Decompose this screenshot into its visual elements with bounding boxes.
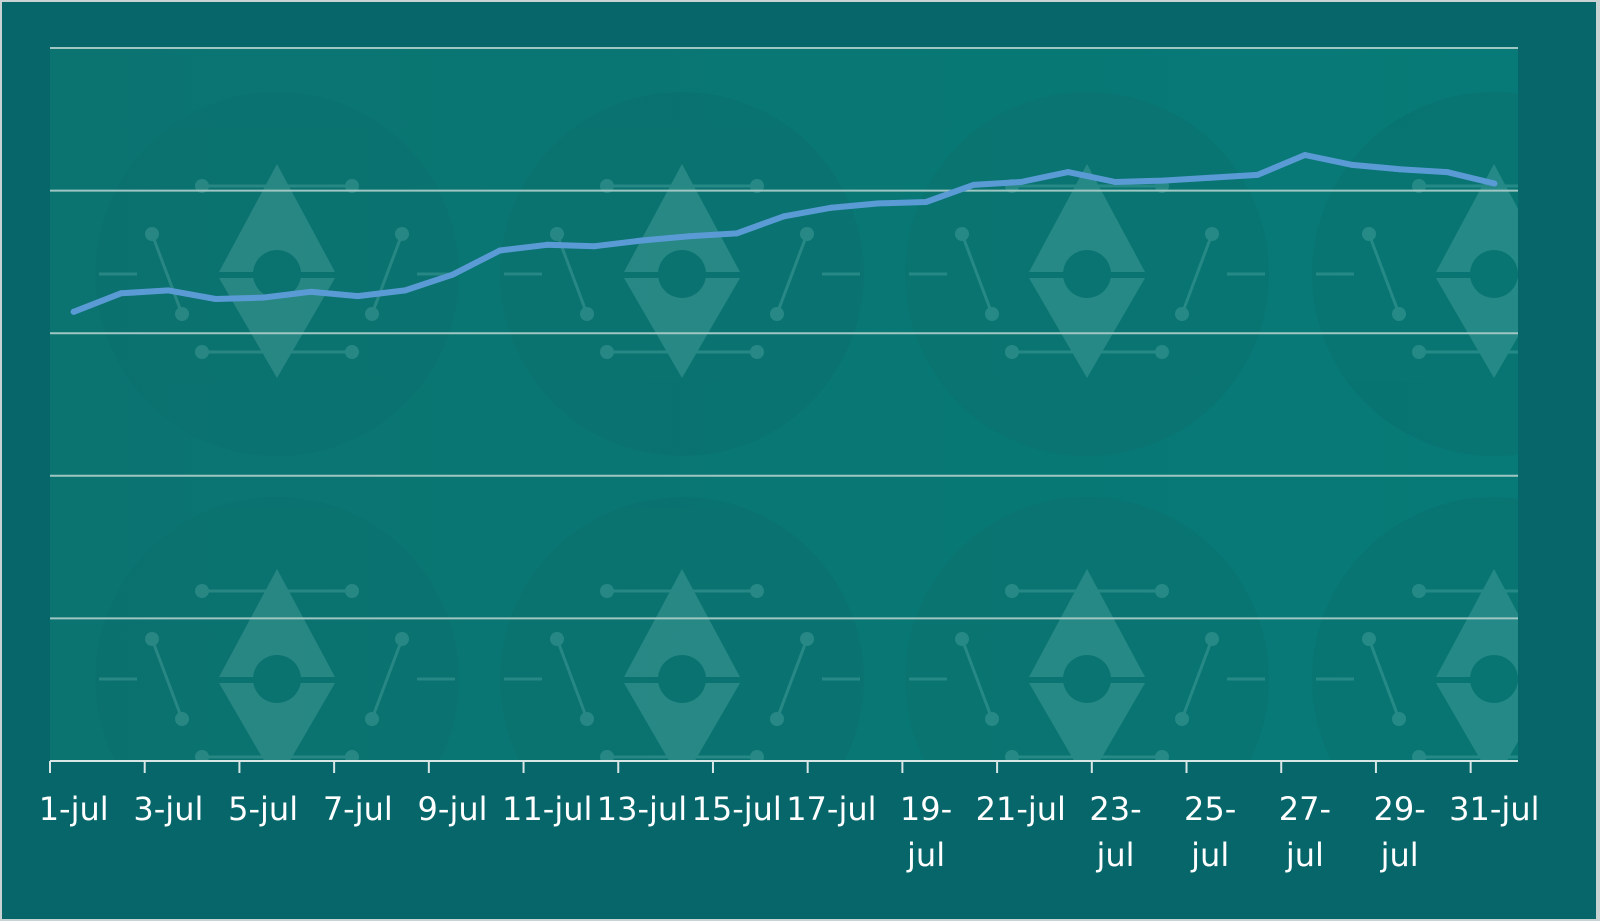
x-tick-label: 5-jul — [228, 790, 298, 828]
data-point — [1443, 169, 1450, 176]
data-point — [496, 247, 503, 254]
data-point — [544, 241, 551, 248]
data-point — [1065, 169, 1072, 176]
x-tick-label: 15-jul — [691, 790, 781, 828]
data-point — [1207, 174, 1214, 181]
data-point — [118, 290, 125, 297]
data-point — [1349, 161, 1356, 168]
data-point — [307, 288, 314, 295]
gridlines — [50, 47, 1518, 620]
x-tick-label: 29-jul — [1373, 790, 1425, 874]
x-tick-label: 23-jul — [1089, 790, 1141, 874]
watermark-emblem-icon — [905, 497, 1269, 761]
x-tick-label: 21-jul — [976, 790, 1066, 828]
watermark-layer — [95, 92, 1518, 761]
watermark-emblem-icon — [500, 497, 864, 761]
data-point — [686, 233, 693, 240]
watermark-emblem-icon — [95, 92, 459, 456]
data-point — [638, 237, 645, 244]
x-tick-label: 9-jul — [418, 790, 488, 828]
data-point — [591, 243, 598, 250]
data-point — [781, 213, 787, 220]
x-tick-label: 31-jul — [1449, 790, 1539, 828]
watermark-emblem-icon — [1312, 497, 1518, 761]
data-point — [828, 204, 835, 211]
data-point — [354, 293, 361, 300]
data-point — [1396, 166, 1403, 173]
data-point — [1159, 177, 1166, 184]
x-tick-label: 11-jul — [502, 790, 592, 828]
x-tick-label: 1-jul — [39, 790, 109, 828]
x-tick-label: 17-jul — [786, 790, 876, 828]
x-tick-label: 27-jul — [1279, 790, 1331, 874]
x-tick-label: 3-jul — [133, 790, 203, 828]
data-point — [1112, 179, 1119, 186]
watermark-emblem-icon — [95, 497, 459, 761]
data-point — [970, 181, 977, 188]
data-point — [212, 295, 219, 302]
x-tick-label: 25-jul — [1184, 790, 1236, 874]
data-point — [733, 230, 740, 237]
x-tick-label: 19-jul — [900, 790, 952, 874]
data-point — [1254, 171, 1261, 178]
data-point — [923, 199, 930, 206]
series-layer — [70, 151, 1498, 315]
x-tick-label: 13-jul — [597, 790, 687, 828]
x-tick-label: 7-jul — [323, 790, 393, 828]
data-point — [449, 271, 456, 278]
data-point — [1017, 179, 1024, 186]
watermark-emblem-icon — [500, 92, 864, 456]
data-point — [260, 294, 267, 301]
data-point — [1491, 180, 1498, 187]
data-point — [402, 287, 409, 294]
data-point — [875, 200, 882, 207]
x-axis: 1-jul 3-jul 5-jul 7-jul 9-jul 11-jul 13-jul 15-… — [39, 760, 1539, 874]
data-point — [165, 287, 172, 294]
watermark-emblem-icon — [905, 92, 1269, 456]
data-point — [1301, 151, 1308, 158]
data-point — [70, 308, 77, 315]
